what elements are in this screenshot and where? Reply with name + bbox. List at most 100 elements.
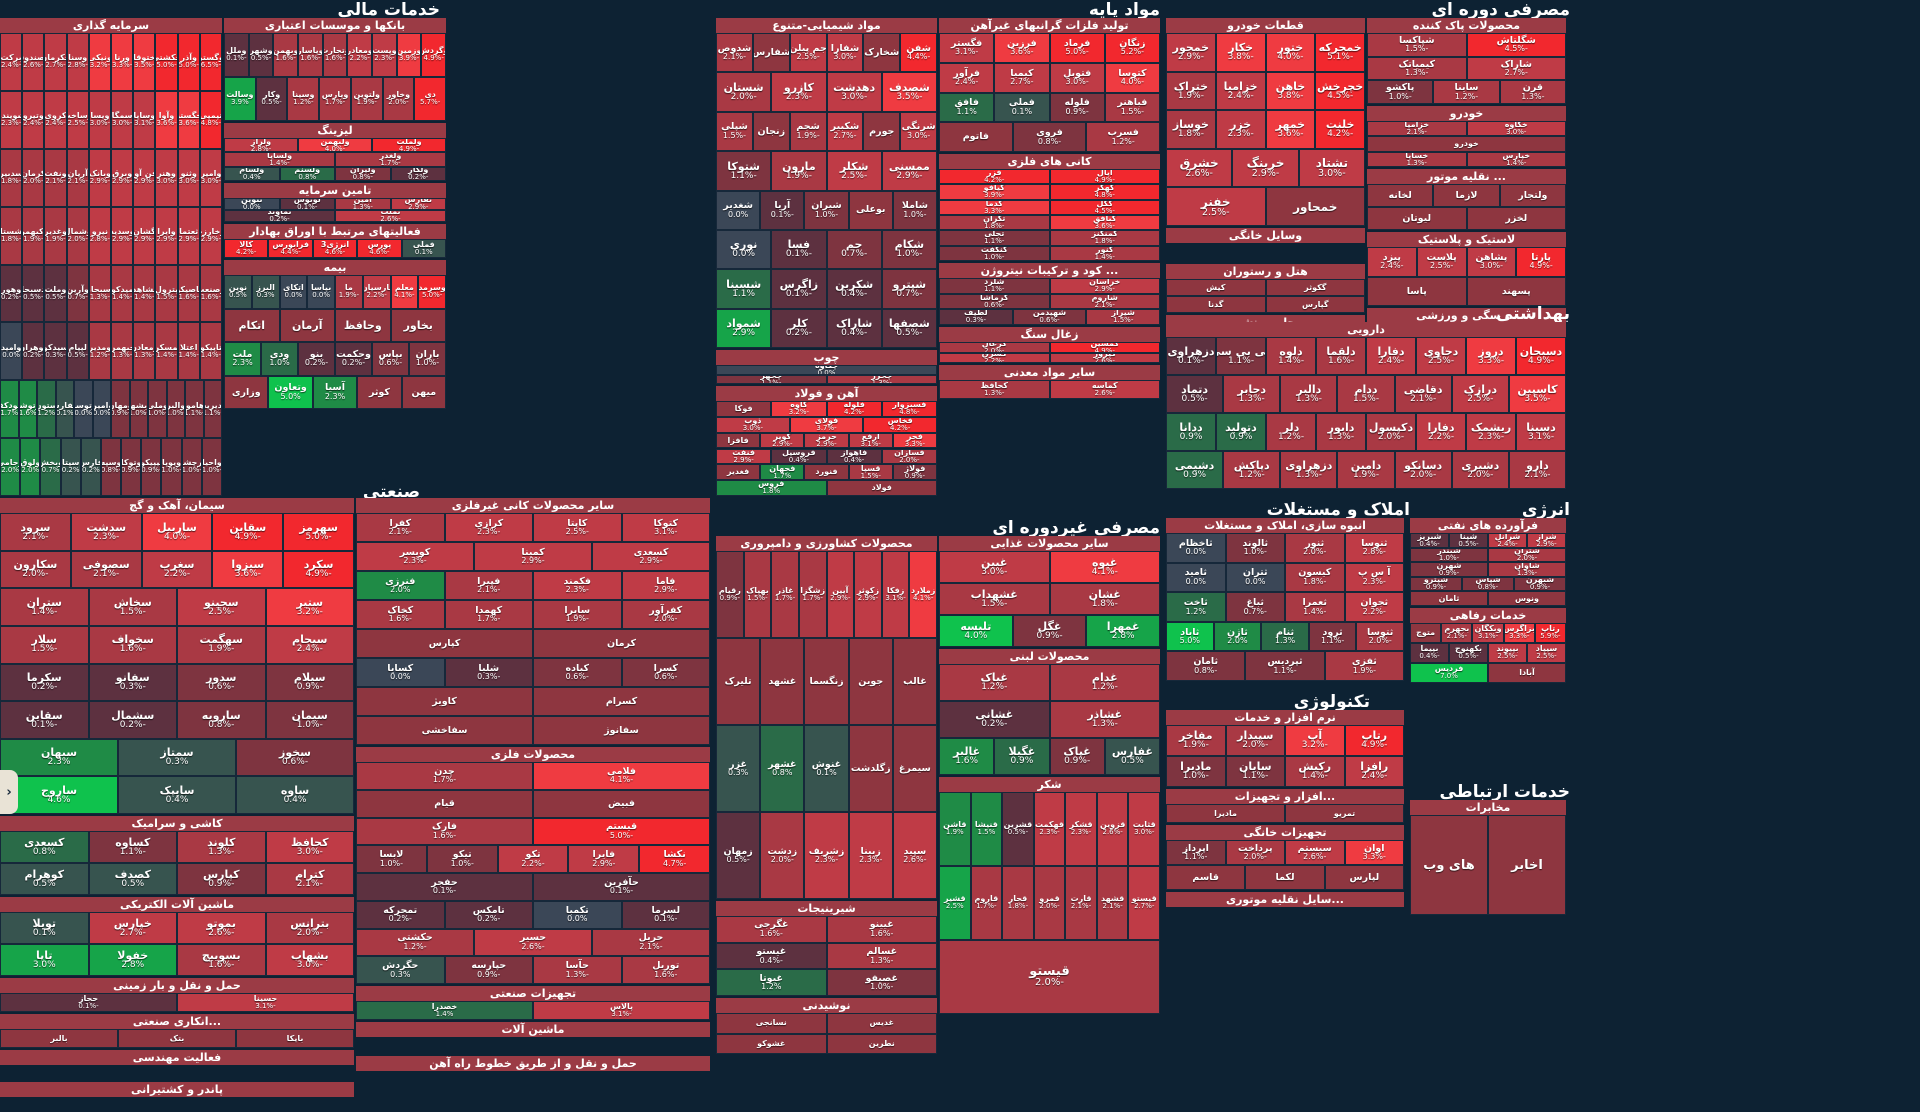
stock-tile[interactable]: تاپیکو -1.4% xyxy=(199,322,222,381)
stock-tile[interactable]: خکار -3.8% xyxy=(1215,33,1266,72)
stock-tile[interactable]: آرمان xyxy=(279,308,335,342)
stock-tile[interactable]: ثتوسا -2.0% xyxy=(1356,621,1404,652)
stock-tile[interactable]: بترانس -2.0% xyxy=(265,912,354,944)
stock-tile[interactable]: سیستم -2.6% xyxy=(1285,840,1345,865)
stock-tile[interactable]: حجاز -0.1% xyxy=(0,993,177,1012)
stock-tile[interactable]: دجابر -1.3% xyxy=(1223,375,1281,413)
stock-tile[interactable]: اخابر xyxy=(1488,815,1566,915)
stock-tile[interactable]: ثامان xyxy=(1410,591,1488,606)
stock-tile[interactable]: شپترو -0.7% xyxy=(881,269,937,309)
stock-tile[interactable]: حکشتی-5.0% xyxy=(155,33,178,91)
stock-tile[interactable]: نطرین xyxy=(826,1033,937,1054)
stock-tile[interactable]: بپاس -0.6% xyxy=(372,342,409,376)
stock-tile[interactable]: غشان -1.8% xyxy=(1049,583,1160,615)
stock-tile[interactable]: فایرا -2.9% xyxy=(568,845,640,873)
stock-tile[interactable]: قاشن 1.9% xyxy=(939,792,971,866)
stock-tile[interactable]: اپال -4.9% xyxy=(1049,169,1160,185)
stock-tile[interactable]: حکشتی -1.2% xyxy=(356,928,474,957)
stock-tile[interactable]: وآوا -3.6% xyxy=(155,90,178,149)
stock-tile[interactable]: ثپردیس -1.1% xyxy=(1245,651,1325,681)
stock-tile[interactable]: شصفها -0.5% xyxy=(881,308,937,348)
stock-tile[interactable]: سقاین -4.9% xyxy=(212,513,284,551)
stock-tile[interactable]: کمینا -2.9% xyxy=(474,542,592,571)
stock-tile[interactable]: وشمال-2.0% xyxy=(66,206,89,265)
stock-tile[interactable]: کیمیا -2.7% xyxy=(994,62,1050,93)
stock-tile[interactable]: شوینده-2.3% xyxy=(0,90,23,149)
stock-tile[interactable]: ولکار -0.2% xyxy=(390,166,446,181)
stock-tile[interactable]: ولسام 0.4% xyxy=(224,166,280,181)
stock-tile[interactable]: وآرین -0.7% xyxy=(66,264,89,323)
stock-tile[interactable]: دکپسول -2.0% xyxy=(1366,413,1416,451)
stock-tile[interactable]: فبیض xyxy=(533,789,710,818)
stock-tile[interactable]: رقیام -0.9% xyxy=(716,551,744,638)
stock-tile[interactable]: دقاضی -2.1% xyxy=(1394,375,1452,413)
stock-tile[interactable]: اتکای 0.0% xyxy=(279,275,308,309)
stock-tile[interactable]: فرآور -2.4% xyxy=(939,62,995,93)
stock-tile[interactable]: ولسنم 0.8% xyxy=(279,166,335,181)
stock-tile[interactable]: فرماد -5.0% xyxy=(1049,33,1105,63)
stock-tile[interactable]: وتوکا -0.9% xyxy=(121,438,142,496)
stock-tile[interactable]: تنوین 0.0% xyxy=(224,198,280,210)
stock-tile[interactable]: قزوین -2.6% xyxy=(1096,792,1129,866)
stock-tile[interactable]: وملی-1.0% xyxy=(148,380,167,439)
stock-tile[interactable]: فملی 0.1% xyxy=(401,239,446,258)
stock-tile[interactable]: زنجان xyxy=(752,111,790,152)
stock-tile[interactable]: فباهنر -1.5% xyxy=(1104,92,1160,123)
stock-tile[interactable]: قارت -2.1% xyxy=(1065,866,1097,940)
stock-tile[interactable]: وپست -2.3% xyxy=(372,33,397,77)
stock-tile[interactable]: شدوص -2.1% xyxy=(716,33,753,73)
stock-tile[interactable]: کپرور -2.6% xyxy=(1049,352,1160,363)
stock-tile[interactable]: خمهر -3.6% xyxy=(1265,110,1316,149)
stock-tile[interactable]: شاروم -2.1% xyxy=(1049,293,1160,310)
stock-tile[interactable]: وهنر -3.0% xyxy=(155,148,178,207)
stock-tile[interactable]: ریشمک -2.3% xyxy=(1466,413,1516,451)
stock-tile[interactable]: پالاس -3.1% xyxy=(533,1001,710,1020)
stock-tile[interactable]: فارک -1.6% xyxy=(356,817,533,846)
stock-tile[interactable]: وسالت 3.9% xyxy=(224,77,256,121)
stock-tile[interactable]: پشاهن -3.0% xyxy=(1466,247,1517,277)
stock-tile[interactable]: البرز 0.3% xyxy=(251,275,280,309)
stock-tile[interactable]: جم -0.7% xyxy=(826,229,882,270)
stock-tile[interactable]: ونیکی -3.2% xyxy=(88,33,111,91)
stock-tile[interactable]: کزغال -2.0% xyxy=(939,342,1050,353)
stock-tile[interactable]: شبهرن -0.9% xyxy=(1514,576,1566,592)
stock-tile[interactable]: لیوتان xyxy=(1367,207,1467,230)
stock-tile[interactable]: تشتاد -3.0% xyxy=(1298,148,1365,188)
stock-tile[interactable]: خزر -2.3% xyxy=(1215,110,1266,149)
stock-tile[interactable]: غنوش 0.1% xyxy=(804,725,849,812)
stock-tile[interactable]: گکوثر xyxy=(1265,279,1365,296)
stock-tile[interactable]: سپید -2.6% xyxy=(892,812,937,899)
stock-tile[interactable]: شمواد 2.9% xyxy=(716,308,772,348)
stock-tile[interactable]: بنو -0.2% xyxy=(298,342,335,376)
stock-tile[interactable]: حسینا -3.1% xyxy=(177,993,354,1012)
stock-tile[interactable]: ختوقا -3.5% xyxy=(133,33,156,91)
stock-tile[interactable]: وغدیر -1.9% xyxy=(44,206,67,265)
stock-tile[interactable]: وتعاون 5.0% xyxy=(268,375,313,409)
stock-tile[interactable]: حفجر -0.1% xyxy=(356,873,533,901)
stock-tile[interactable]: تامکس -0.2% xyxy=(444,900,533,929)
stock-tile[interactable]: مادیرا xyxy=(1166,804,1285,823)
stock-tile[interactable]: زنگان -5.2% xyxy=(1104,33,1160,63)
stock-tile[interactable]: گشان -2.9% xyxy=(133,206,156,265)
stock-tile[interactable]: زنگسما xyxy=(804,638,849,725)
stock-tile[interactable]: فاهواز -0.4% xyxy=(826,448,882,465)
stock-tile[interactable]: لطیف -0.3% xyxy=(939,309,1013,325)
stock-tile[interactable]: غفارس 0.5% xyxy=(1104,738,1160,775)
stock-tile[interactable]: حریل -2.1% xyxy=(592,928,710,957)
stock-tile[interactable]: نسانجی xyxy=(716,1013,827,1034)
stock-tile[interactable]: لپارس xyxy=(1324,865,1404,890)
stock-tile[interactable]: غشانی -0.2% xyxy=(939,701,1050,738)
stock-tile[interactable]: غیوه -4.1% xyxy=(1049,551,1160,583)
stock-tile[interactable]: زملارد -4.1% xyxy=(909,551,937,638)
stock-tile[interactable]: فتوبل -3.0% xyxy=(1049,62,1105,93)
stock-tile[interactable]: فولای -3.7% xyxy=(789,416,864,433)
stock-tile[interactable]: آبادا xyxy=(1488,663,1566,683)
stock-tile[interactable]: سکارون -2.0% xyxy=(0,550,71,589)
stock-tile[interactable]: خلنت -4.2% xyxy=(1315,110,1365,149)
stock-tile[interactable]: دحاوی -2.5% xyxy=(1416,337,1466,375)
stock-tile[interactable]: سکرد -4.9% xyxy=(283,550,354,589)
stock-tile[interactable]: حآسا -1.3% xyxy=(533,956,622,984)
stock-tile[interactable]: سدشت -2.3% xyxy=(70,513,142,551)
stock-tile[interactable]: غشهداب -1.5% xyxy=(939,583,1050,615)
stock-tile[interactable]: اعتلا -1.4% xyxy=(177,322,200,381)
